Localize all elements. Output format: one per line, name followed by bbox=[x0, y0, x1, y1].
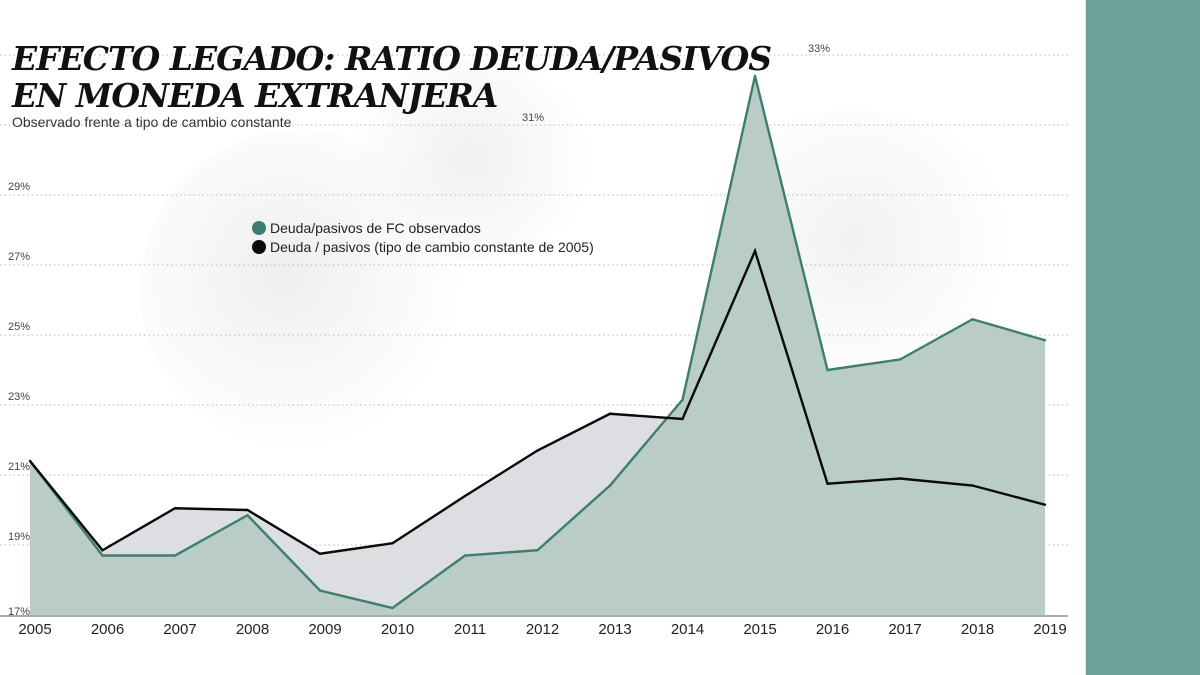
x-tick-label: 2017 bbox=[888, 621, 921, 638]
area-layer bbox=[30, 76, 1045, 615]
point-constant bbox=[536, 449, 539, 452]
y-tick-label: 17% bbox=[8, 606, 30, 618]
x-tick-label: 2010 bbox=[381, 621, 414, 638]
title-line-1: EFECTO LEGADO: RATIO DEUDA/PASIVOS bbox=[12, 39, 772, 78]
point-observed bbox=[536, 549, 539, 552]
point-observed bbox=[391, 606, 394, 610]
y-tick-label: 23% bbox=[8, 391, 30, 403]
point-observed bbox=[173, 554, 177, 557]
line-layer bbox=[28, 74, 1047, 610]
point-constant bbox=[173, 507, 177, 510]
point-constant bbox=[608, 412, 612, 415]
y-tick-label: 31% bbox=[522, 112, 544, 124]
point-constant bbox=[101, 549, 104, 552]
point-constant bbox=[246, 508, 249, 512]
x-tick-label: 2012 bbox=[526, 621, 559, 638]
legend-dot-observed bbox=[252, 220, 266, 235]
x-tick-label: 2005 bbox=[18, 621, 51, 638]
point-observed bbox=[101, 554, 104, 557]
x-tick-label: 2015 bbox=[743, 621, 776, 638]
point-constant bbox=[681, 417, 684, 421]
point-observed bbox=[608, 484, 612, 487]
point-observed bbox=[971, 318, 974, 321]
legend-label-observed: Deuda/pasivos de FC observados bbox=[270, 219, 481, 236]
y-tick-label: 19% bbox=[8, 531, 30, 543]
x-tick-label: 2008 bbox=[236, 621, 269, 638]
legend: Deuda/pasivos de FC observados Deuda / p… bbox=[252, 218, 594, 256]
x-tick-label: 2011 bbox=[454, 621, 486, 638]
legend-item-observed: Deuda/pasivos de FC observados bbox=[252, 218, 594, 237]
point-constant bbox=[1043, 503, 1047, 506]
point-observed bbox=[318, 589, 322, 592]
y-tick-label: 29% bbox=[8, 181, 30, 193]
axis-layer: 17% 19% 21% 23% 25% 27% 29% 31% 33% 2005 2006 2007 2… bbox=[0, 43, 1068, 638]
point-observed bbox=[1043, 339, 1047, 342]
observed-area bbox=[30, 76, 1045, 615]
legend-item-constant: Deuda / pasivos (tipo de cambio constant… bbox=[252, 237, 594, 256]
chart-subtitle: Observado frente a tipo de cambio consta… bbox=[12, 114, 292, 130]
y-tick-label: 21% bbox=[8, 461, 30, 473]
legend-label-constant: Deuda / pasivos (tipo de cambio constant… bbox=[270, 238, 594, 255]
point-observed bbox=[246, 514, 249, 517]
chart-title: EFECTO LEGADO: RATIO DEUDA/PASIVOS EN MO… bbox=[12, 39, 772, 115]
point-constant bbox=[826, 482, 829, 485]
x-tick-label: 2019 bbox=[1033, 621, 1066, 638]
point-observed bbox=[681, 398, 684, 401]
x-tick-label: 2007 bbox=[163, 621, 196, 638]
point-observed bbox=[826, 368, 829, 372]
x-tick-label: 2018 bbox=[961, 621, 994, 638]
x-tick-label: 2006 bbox=[91, 621, 124, 638]
x-tick-label: 2014 bbox=[671, 621, 704, 638]
point-observed bbox=[463, 554, 467, 557]
x-tick-label: 2016 bbox=[816, 621, 849, 638]
point-constant bbox=[898, 477, 902, 480]
y-tick-label: 33% bbox=[808, 43, 830, 55]
side-color-band bbox=[1085, 0, 1200, 675]
x-tick-label: 2013 bbox=[598, 621, 631, 638]
y-tick-label: 27% bbox=[8, 251, 30, 263]
point-observed bbox=[898, 358, 902, 361]
point-constant bbox=[753, 249, 757, 253]
title-line-2: EN MONEDA EXTRANJERA bbox=[12, 76, 498, 115]
point-constant bbox=[971, 484, 974, 487]
x-tick-label: 2009 bbox=[308, 621, 341, 638]
point-constant bbox=[463, 494, 467, 498]
point-constant bbox=[28, 459, 32, 463]
point-constant bbox=[391, 542, 394, 545]
y-tick-label: 25% bbox=[8, 321, 30, 333]
point-observed bbox=[753, 74, 757, 78]
point-constant bbox=[318, 552, 322, 555]
legend-dot-constant bbox=[252, 239, 266, 254]
